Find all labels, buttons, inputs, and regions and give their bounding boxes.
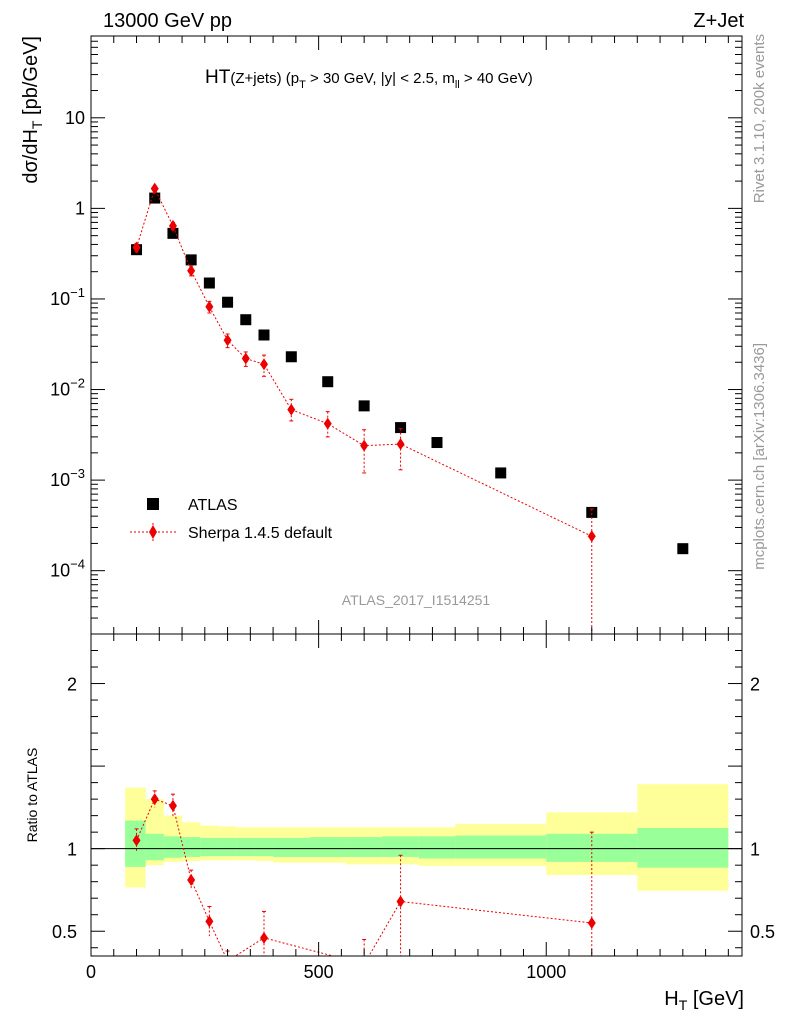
- atlas-data-point: [431, 437, 443, 449]
- ratio-band-inner: [182, 837, 201, 857]
- sherpa-data-point: [132, 241, 141, 254]
- ratio-sherpa-point: [132, 834, 141, 847]
- atlas-data-point: [149, 192, 161, 204]
- header-right: Z+Jet: [693, 10, 744, 32]
- ratio-sherpa-point: [360, 958, 368, 970]
- ratio-sherpa-point: [259, 931, 268, 944]
- ratio-band-inner: [200, 837, 219, 857]
- side-label-mcplots: mcplots.cern.ch [arXiv:1306.3436]: [751, 343, 768, 570]
- sherpa-data-point: [205, 300, 214, 313]
- atlas-data-point: [322, 376, 334, 388]
- x-tick-label: 1000: [526, 962, 566, 982]
- main-y-tick-label: 10−1: [50, 285, 85, 309]
- ratio-band-inner: [273, 837, 310, 857]
- atlas-data-point: [285, 351, 297, 363]
- ratio-y-tick-label-right: 2: [750, 675, 760, 695]
- atlas-data-point: [358, 400, 370, 412]
- main-y-tick-label: 10−3: [50, 466, 85, 490]
- ratio-band-inner: [309, 837, 346, 857]
- sherpa-line: [136, 187, 592, 537]
- atlas-data-point: [677, 543, 689, 555]
- main-y-tick-label: 10−4: [50, 557, 85, 581]
- atlas-data-point: [395, 422, 407, 434]
- atlas-data-point: [586, 506, 598, 518]
- main-plot-frame: [90, 35, 743, 635]
- atlas-data-point: [185, 254, 197, 266]
- ratio-y-tick-label: 2: [67, 675, 77, 695]
- atlas-data-point: [222, 296, 234, 308]
- main-y-tick-label: 10: [65, 108, 85, 128]
- ratio-band-inner: [418, 836, 456, 859]
- ratio-y-axis-label: Ratio to ATLAS: [24, 748, 40, 843]
- side-label-rivet: Rivet 3.1.10, 200k events: [751, 34, 768, 203]
- legend-atlas-marker: [147, 498, 159, 510]
- ratio-band-inner: [345, 837, 383, 857]
- sherpa-data-point: [150, 182, 159, 195]
- sherpa-data-point: [187, 264, 196, 277]
- ratio-band-inner: [163, 836, 183, 858]
- x-axis-label: HT [GeV]: [664, 988, 744, 1013]
- sherpa-data-point: [587, 530, 596, 543]
- ratio-plot-frame: [90, 633, 743, 957]
- x-tick-label: 500: [304, 962, 334, 982]
- analysis-watermark: ATLAS_2017_I1514251: [342, 592, 491, 608]
- sherpa-data-point: [241, 352, 250, 365]
- atlas-data-point: [203, 277, 215, 289]
- ratio-sherpa-point: [205, 915, 214, 928]
- ratio-band-inner: [254, 837, 274, 857]
- ratio-band-inner: [455, 835, 547, 859]
- legend-sherpa-marker: [149, 525, 157, 539]
- sherpa-data-point: [287, 403, 296, 416]
- ratio-y-tick-label-right: 0.5: [750, 922, 775, 942]
- atlas-data-point: [240, 314, 252, 326]
- ratio-y-tick-label: 0.5: [52, 922, 77, 942]
- header-left: 13000 GeV pp: [103, 10, 232, 32]
- ratio-sherpa-line: [136, 798, 592, 956]
- ratio-band-inner: [145, 833, 164, 861]
- ratio-band-inner: [236, 837, 255, 857]
- sherpa-data-point: [259, 358, 268, 371]
- sherpa-data-point: [323, 417, 332, 430]
- ratio-band-inner: [637, 828, 729, 868]
- main-y-tick-label: 1: [75, 198, 85, 218]
- ratio-sherpa-point: [587, 916, 596, 929]
- sherpa-data-point: [168, 219, 177, 232]
- ratio-sherpa-point: [396, 895, 405, 908]
- legend-atlas-label: ATLAS: [188, 497, 238, 514]
- ratio-band-inner: [382, 836, 419, 857]
- atlas-data-point: [258, 329, 270, 341]
- ratio-sherpa-point: [168, 799, 177, 812]
- ratio-sherpa-point: [187, 874, 196, 887]
- plot-title: HT(Z+jets) (pT > 30 GeV, |y| < 2.5, mll …: [205, 67, 533, 91]
- main-y-tick-label: 10−2: [50, 376, 85, 400]
- ratio-sherpa-point: [226, 954, 229, 956]
- atlas-data-point: [495, 467, 507, 479]
- sherpa-data-point: [223, 334, 232, 347]
- sherpa-data-point: [396, 438, 405, 451]
- ratio-y-tick-label-right: 1: [750, 840, 760, 860]
- x-tick-label: 0: [86, 962, 96, 982]
- legend-sherpa-label: Sherpa 1.4.5 default: [188, 525, 333, 542]
- atlas-data-point: [167, 227, 179, 239]
- ratio-sherpa-point: [150, 793, 159, 806]
- main-y-axis-label: dσ/dHT [pb/GeV]: [20, 36, 45, 184]
- ratio-band-inner: [218, 837, 237, 857]
- sherpa-data-point: [360, 439, 369, 452]
- ratio-y-tick-label: 1: [67, 840, 77, 860]
